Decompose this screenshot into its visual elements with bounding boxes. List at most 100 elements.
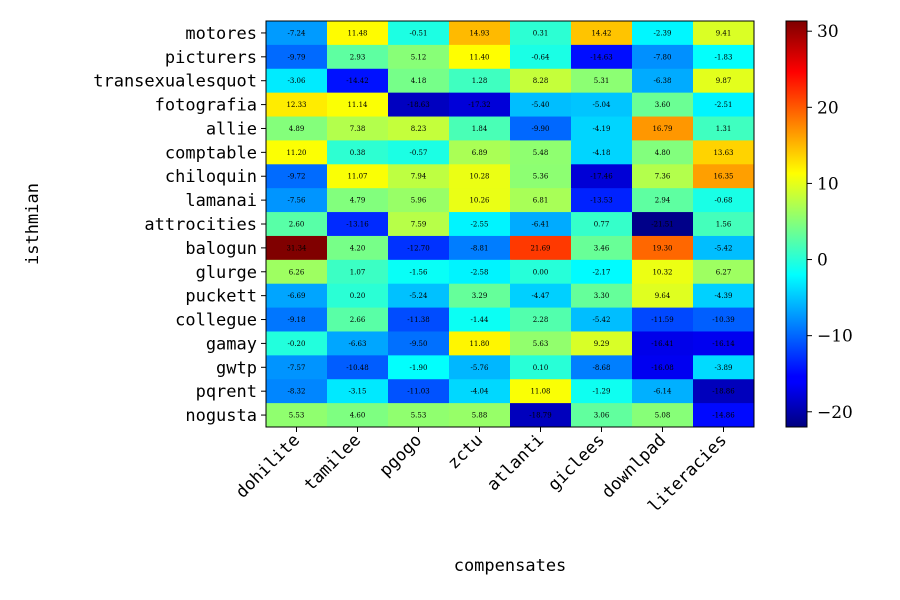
cell-value-label: 11.07: [347, 173, 367, 181]
heatmap-cell: [327, 403, 389, 428]
cell-value-label: -7.56: [288, 197, 306, 205]
heatmap-cell: [510, 212, 572, 237]
heatmap-cell: [693, 140, 755, 165]
cell-value-label: -10.39: [712, 316, 734, 324]
heatmap-cell: [266, 379, 328, 404]
cell-value-label: 5.36: [533, 173, 549, 181]
heatmap-cell: [449, 140, 511, 165]
cell-value-label: -14.86: [712, 412, 735, 420]
heatmap-cell: [693, 259, 755, 285]
heatmap-cell: [510, 68, 572, 94]
cell-value-label: 7.36: [655, 173, 671, 181]
cell-value-label: -7.24: [288, 29, 306, 37]
cell-value-label: -6.41: [532, 221, 550, 229]
heatmap-cell: [388, 116, 450, 141]
heatmap-cell: [571, 379, 633, 404]
cell-value-label: 5.88: [472, 412, 488, 420]
colorbar-tick-label: 30: [817, 22, 839, 42]
cell-value-label: -8.81: [471, 244, 489, 252]
x-tick-label: atlanti: [483, 430, 548, 495]
x-tick-label: zctu: [444, 430, 487, 473]
cell-value-label: 1.84: [472, 125, 488, 133]
cell-value-label: 2.28: [533, 316, 549, 324]
cell-value-label: -1.83: [715, 53, 733, 61]
cell-value-label: -4.39: [715, 292, 733, 300]
colorbar-tick-label: 10: [817, 174, 839, 194]
cell-value-label: -4.19: [593, 125, 611, 133]
cell-value-label: 6.27: [716, 268, 732, 276]
heatmap-cell: [388, 331, 450, 356]
cell-value-label: 11.08: [530, 388, 550, 396]
cell-value-label: -4.47: [532, 292, 550, 300]
cell-value-label: -2.51: [715, 101, 733, 109]
heatmap-cell: [327, 44, 389, 70]
cell-value-label: -0.51: [410, 29, 428, 37]
heatmap-cell: [632, 140, 694, 165]
heatmap-cell: [266, 44, 328, 70]
heatmap-cell: [449, 235, 511, 261]
heatmap-cell: [266, 116, 328, 141]
x-axis-label: compensates: [454, 556, 567, 576]
cell-value-label: -16.41: [651, 340, 673, 348]
cell-value-label: 19.30: [652, 244, 672, 252]
cell-value-label: 0.31: [533, 29, 549, 37]
y-tick-label: nogusta: [185, 406, 257, 426]
cell-value-label: 3.29: [472, 292, 488, 300]
heatmap-cell: [571, 68, 633, 94]
heatmap-cell: [571, 164, 633, 189]
x-tick-label: giclees: [544, 430, 609, 495]
cell-value-label: -17.32: [468, 101, 490, 109]
y-tick-label: attrocities: [144, 215, 257, 235]
cell-value-label: -0.20: [288, 340, 306, 348]
heatmap-cell: [449, 379, 511, 404]
heatmap-cell: [510, 235, 572, 261]
heatmap-cell: [571, 355, 633, 380]
heatmap-cell: [632, 44, 694, 70]
heatmap-cell: [327, 92, 389, 118]
heatmap-cell: [510, 331, 572, 356]
heatmap-cell: [449, 259, 511, 285]
cell-value-label: -6.69: [288, 292, 306, 300]
cell-value-label: -5.42: [715, 244, 733, 252]
heatmap-cell: [449, 92, 511, 118]
heatmap-cell: [327, 140, 389, 165]
cell-value-label: 0.20: [350, 292, 366, 300]
cell-value-label: 4.80: [655, 149, 671, 157]
cell-value-label: 4.89: [289, 125, 305, 133]
heatmap-cell: [693, 212, 755, 237]
colorbar-tick-label: 20: [817, 98, 839, 118]
cell-value-label: 8.23: [411, 125, 427, 133]
cell-value-label: -3.15: [349, 388, 367, 396]
y-tick-label: lamanai: [185, 191, 257, 211]
heatmap-cell: [510, 164, 572, 189]
heatmap-cell: [693, 379, 755, 404]
cell-value-label: 3.30: [594, 292, 610, 300]
cell-value-label: -11.38: [407, 316, 429, 324]
heatmap-cell: [632, 21, 694, 46]
cell-value-label: -1.29: [593, 388, 611, 396]
cell-value-label: -17.46: [590, 173, 613, 181]
y-tick-label: collegue: [175, 311, 257, 331]
cell-value-label: 16.35: [713, 173, 733, 181]
heatmap-cell: [266, 355, 328, 380]
colorbar-tick-label: −20: [817, 403, 853, 423]
heatmap-cell: [327, 259, 389, 285]
cell-value-label: -2.58: [471, 268, 489, 276]
cell-value-label: -13.53: [590, 197, 612, 205]
cell-value-label: 5.96: [411, 197, 427, 205]
cell-value-label: 5.48: [533, 149, 549, 157]
heatmap-cell: [327, 212, 389, 237]
heatmap-cell: [388, 355, 450, 380]
heatmap-cell: [510, 379, 572, 404]
cell-value-label: 11.48: [347, 29, 367, 37]
heatmap-cell: [632, 92, 694, 118]
heatmap-cell: [632, 68, 694, 94]
heatmap-cell: [388, 259, 450, 285]
heatmap-cell: [388, 164, 450, 189]
heatmap-cell: [266, 283, 328, 309]
heatmap-cell: [327, 68, 389, 94]
y-tick-label: allie: [206, 119, 257, 139]
cell-value-label: -2.17: [593, 268, 611, 276]
heatmap-cell: [388, 44, 450, 70]
heatmap-cell: [266, 140, 328, 165]
